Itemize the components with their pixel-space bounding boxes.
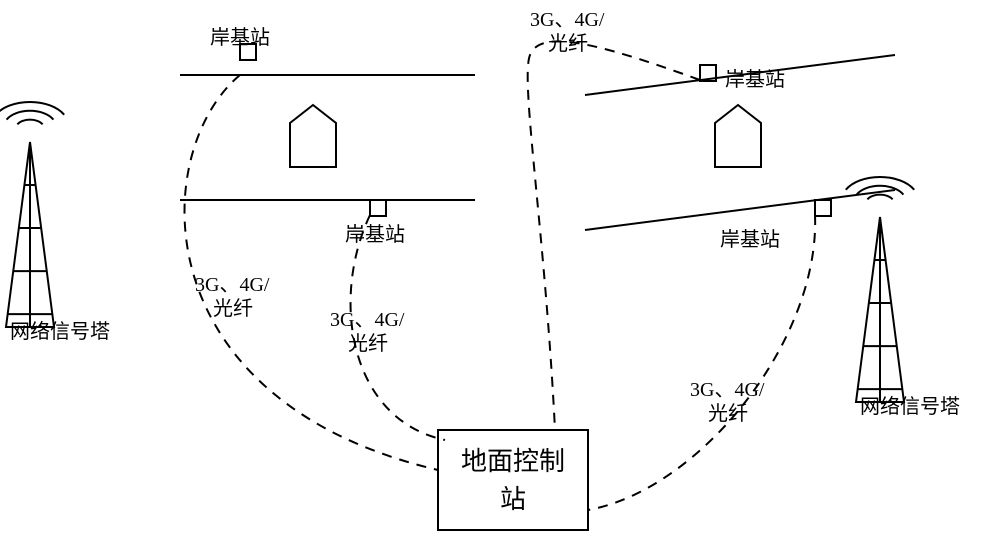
- link-st-right-bottom: [588, 215, 815, 510]
- link-label-0-b: 光纤: [213, 297, 253, 320]
- tower-right-label: 网络信号塔: [860, 395, 960, 418]
- link-st-left-top: [185, 75, 438, 470]
- ground-control-label-2: 站: [500, 485, 526, 514]
- link-label-0-a: 3G、4G/: [195, 274, 270, 296]
- link-label-2-b: 光纤: [548, 32, 588, 55]
- st-right-top-label: 岸基站: [725, 68, 785, 91]
- ground-control-box: [438, 430, 588, 530]
- link-label-1-b: 光纤: [348, 332, 388, 355]
- link-label-3-a: 3G、4G/: [690, 379, 765, 401]
- st-left-bottom-label: 岸基站: [345, 223, 405, 246]
- diagram-canvas: 岸基站岸基站岸基站岸基站网络信号塔网络信号塔地面控制站3G、4G/光纤3G、4G…: [0, 0, 1000, 559]
- link-label-1-a: 3G、4G/: [330, 309, 405, 331]
- tower-left: [0, 102, 64, 327]
- st-left-top-label: 岸基站: [210, 26, 270, 49]
- channel-right-ship: [715, 105, 761, 167]
- link-label-3-b: 光纤: [708, 402, 748, 425]
- link-st-right-top: [528, 41, 700, 430]
- tower-left-label: 网络信号塔: [10, 320, 110, 343]
- channel-right-bank-bottom: [585, 190, 895, 230]
- tower-right: [846, 177, 914, 402]
- st-right-bottom-label: 岸基站: [720, 228, 780, 251]
- link-label-2-a: 3G、4G/: [530, 9, 605, 31]
- ground-control-label-1: 地面控制: [461, 447, 565, 476]
- st-left-bottom: [370, 200, 386, 216]
- channel-left-ship: [290, 105, 336, 167]
- st-right-bottom: [815, 200, 831, 216]
